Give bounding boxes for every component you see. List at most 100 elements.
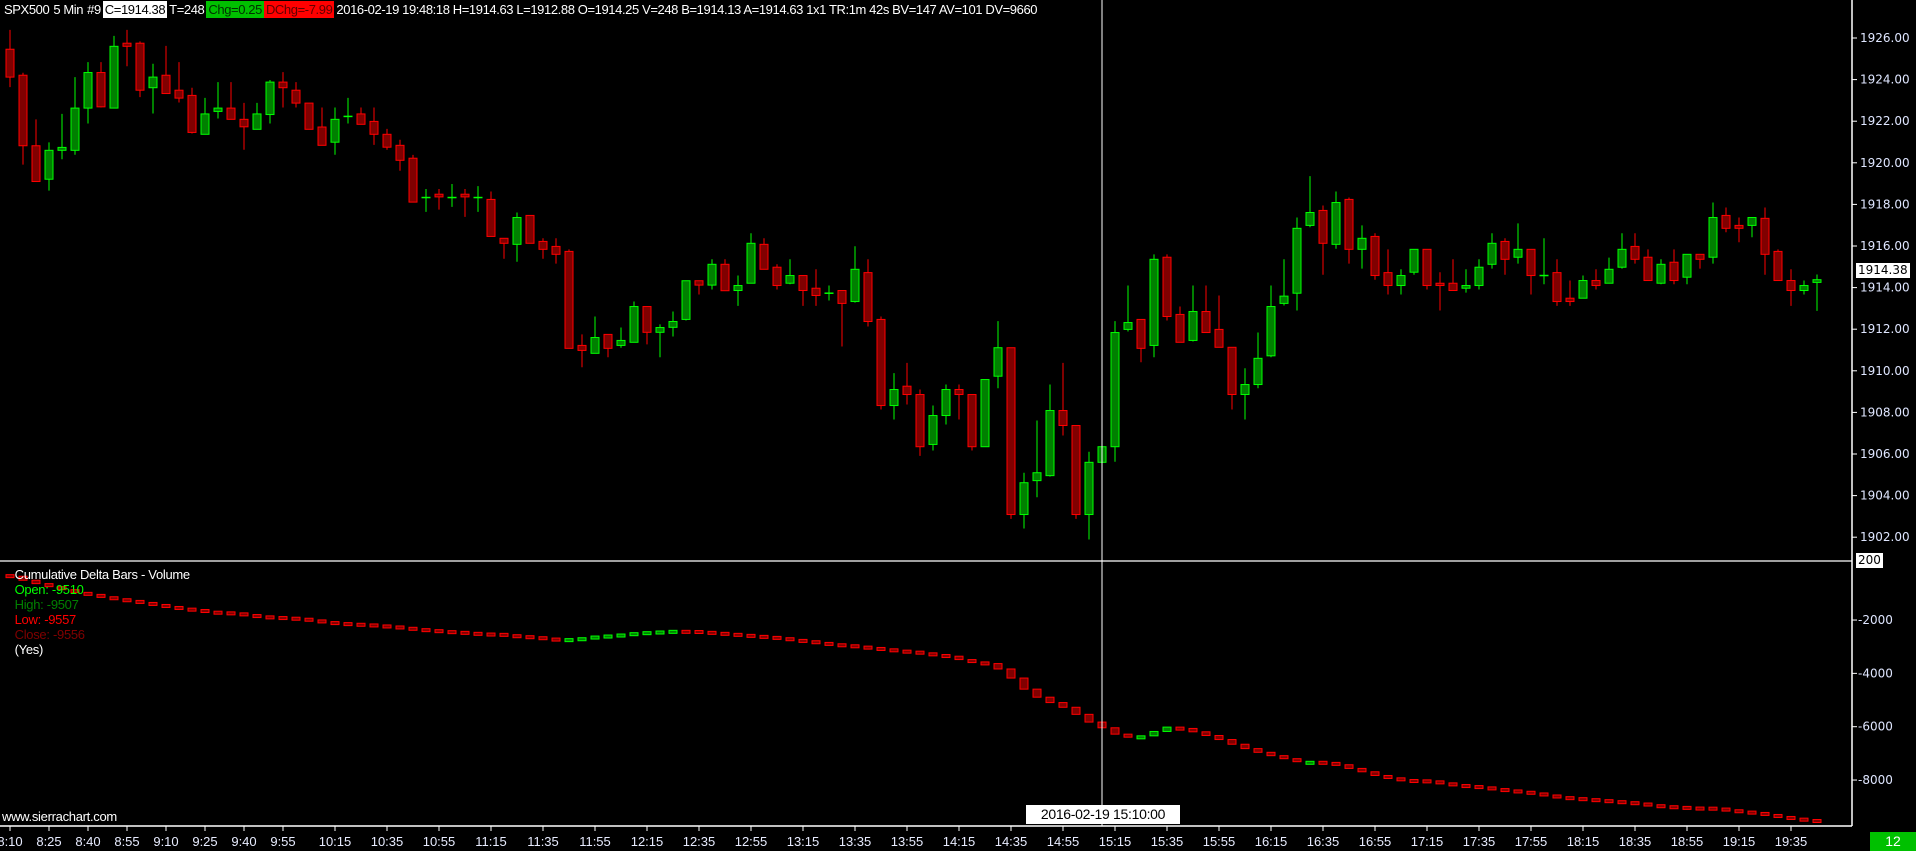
candle-body [577,344,587,351]
legend-low: Low: -9557 [14,612,77,627]
time-tick-label: 10:55 [423,834,456,849]
candle-down [161,45,171,95]
status-badge[interactable]: 12 [1870,832,1916,851]
delta-tick-label: -6000 [1858,720,1893,734]
delta-axis[interactable]: -2000 -4000 -6000 -8000 [1852,613,1893,787]
delta-bar-down [837,643,847,648]
delta-bar-down [1383,774,1393,779]
candle-body [1409,248,1419,273]
interval: 5 Min [53,2,84,17]
delta-bar-down [317,619,327,624]
candle-body [1084,461,1094,516]
candle-body [993,347,1003,377]
time-axis[interactable]: 8:10 8:25 8:40 8:55 9:10 9:25 9:40 9:55 10:15 10:… [0,826,1807,849]
time-tick-label: 18:55 [1671,834,1704,849]
delta-bar-down [759,634,769,639]
delta-bar-down [109,596,119,601]
delta-bar-down [1240,743,1250,750]
delta-bar-down [18,575,28,581]
delta-bar-down [889,648,899,653]
candle-body [408,157,418,203]
delta-bar-down [915,650,925,655]
candle-body [1019,482,1029,516]
candle-body [1656,263,1666,284]
close-value: C=1914.38 [102,1,168,18]
delta-bar-down [83,591,93,596]
delta-bar-down [1461,784,1471,789]
candle-body [1721,214,1731,229]
candle-up [1045,384,1055,477]
change-value: Chg=0.25 [206,1,264,18]
candle-body [954,389,964,396]
candle-body [1617,248,1627,268]
delta-bar-up [577,637,587,642]
delta-bar-down [1344,764,1354,769]
candle-down [720,259,730,292]
delta-bar-up [1149,730,1159,737]
candle-body [148,76,158,89]
candle-body [681,280,691,320]
candle-up [330,107,340,155]
delta-bar-down [161,603,171,608]
candle-body [1266,306,1276,357]
delta-bar-down [1448,782,1458,787]
candle-body [1812,279,1822,283]
delta-bar-down [252,614,262,619]
candle-up [1084,451,1094,540]
candle-down [1643,249,1653,282]
price-tick-label: 1912.00 [1860,322,1910,336]
legend-open: Open: -9510 [14,582,84,597]
delta-bar-down [1396,777,1406,782]
candle-body [460,193,470,198]
candle-down [1136,318,1146,363]
delta-bar-down [1175,726,1185,731]
delta-bar-down [785,637,795,642]
candle-body [1149,258,1159,346]
candle-body [616,339,626,346]
candle-body [629,306,639,343]
candle-down [1383,249,1393,295]
candle-down [772,264,782,290]
time-tick-label: 17:55 [1515,834,1548,849]
study-legend: Cumulative Delta Bars - Volume Open: -95… [8,552,196,657]
delta-bar-down [382,624,392,629]
candle-down [1370,233,1380,280]
candle-body [902,385,912,396]
candle-up [1266,285,1276,358]
candle-body [1786,280,1796,292]
delta-bar-down [226,611,236,616]
delta-bar-down [1019,677,1029,690]
delta-bar-down [1669,805,1679,810]
delta-bar-down [746,633,756,638]
candle-body [1214,328,1224,348]
candle-body [1500,240,1510,260]
delta-bar-down [1279,755,1289,760]
crosshair-value-label: 200 [1856,553,1883,568]
candle-body [1682,253,1692,278]
candle-body [434,193,444,198]
delta-bar-down [824,641,834,646]
candle-body [239,118,249,128]
candle-down [226,82,236,120]
candle-down [18,72,28,165]
delta-tick-label: -4000 [1858,666,1893,680]
candle-down [31,119,41,183]
price-axis[interactable]: 1926.00 1924.00 1922.00 1920.00 1918.00 1916.… [1852,31,1910,544]
delta-bar-up [1305,760,1315,765]
candle-body [200,113,210,135]
delta-bar-down [1188,727,1198,733]
candle-down [1318,205,1328,275]
candle-up [850,246,860,303]
delta-bar-down [1578,797,1588,802]
delta-bar-down [1682,805,1692,810]
candle-up [668,311,678,337]
candle-body [707,263,717,286]
delta-bar-down [733,632,743,637]
candle-body [1747,217,1757,226]
candle-body [1552,272,1562,303]
candle-body [1513,248,1523,258]
candle-down [434,189,444,210]
delta-bar-down [1513,789,1523,794]
delta-bar-down [1110,727,1120,735]
